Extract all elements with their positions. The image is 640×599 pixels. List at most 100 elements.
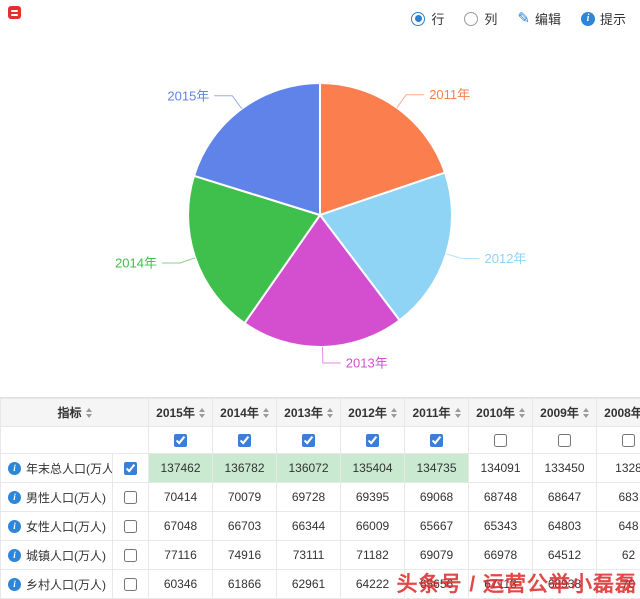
- value-cell: 74916: [212, 540, 278, 570]
- value-cell: 65656: [404, 569, 470, 599]
- pie-label-2013年: 2013年: [346, 356, 388, 371]
- row-label: 年末总人口(万人): [26, 461, 113, 476]
- info-icon[interactable]: i: [8, 461, 21, 475]
- year-header-2010年[interactable]: 2010年: [468, 398, 534, 427]
- col-radio[interactable]: 列: [464, 9, 497, 28]
- year-header-label: 2013年: [284, 406, 323, 420]
- value-cell: 133450: [532, 453, 598, 483]
- edit-button[interactable]: ✎ 编辑: [517, 9, 561, 28]
- year-checkbox-2009年[interactable]: [558, 434, 572, 448]
- row-radio[interactable]: 行: [411, 9, 444, 28]
- year-header-2013年[interactable]: 2013年: [276, 398, 342, 427]
- pie-label-2012年: 2012年: [485, 251, 527, 266]
- value-cell: 73111: [276, 540, 342, 570]
- row-checkbox-城镇人口(万人)[interactable]: [124, 549, 137, 563]
- year-header-label: 2012年: [348, 406, 387, 420]
- year-checkbox-cell-2012年: [340, 426, 406, 454]
- pie-slice-2012年[interactable]: [318, 171, 453, 322]
- row-checkbox-年末总人口(万人)[interactable]: [124, 462, 137, 476]
- year-checkbox-2008年[interactable]: [622, 434, 636, 448]
- info-icon[interactable]: i: [8, 548, 21, 562]
- info-icon[interactable]: i: [8, 490, 21, 504]
- value-cell: 65667: [404, 511, 470, 541]
- year-checkbox-2014年[interactable]: [238, 434, 252, 448]
- row-label: 男性人口(万人): [26, 490, 106, 505]
- value-cell: 683: [596, 482, 640, 512]
- edit-pencil-icon: ✎: [517, 10, 530, 27]
- year-header-label: 2015年: [156, 406, 195, 420]
- row-checkbox-cell: [111, 482, 150, 512]
- row-checkbox-cell: [111, 511, 150, 541]
- year-checkbox-2013年[interactable]: [302, 434, 316, 448]
- sort-icon[interactable]: [582, 407, 589, 418]
- row-label-cell: i 女性人口(万人): [0, 511, 113, 541]
- value-cell: 69079: [404, 540, 470, 570]
- row-checkbox-女性人口(万人)[interactable]: [124, 520, 137, 534]
- row-label-cell: i 城镇人口(万人): [0, 540, 113, 570]
- col-radio-icon: [464, 11, 479, 26]
- pie-slice-2011年[interactable]: [319, 81, 447, 217]
- value-cell: 68748: [468, 482, 534, 512]
- pie-label-2015年: 2015年: [167, 88, 209, 103]
- value-cell: 137462: [148, 453, 214, 483]
- value-cell: 648: [596, 511, 640, 541]
- year-header-2012年[interactable]: 2012年: [340, 398, 406, 427]
- table-header-row: 指标 2015年 2014年 2013年 2012年 2011年 2010年 2009年 200…: [0, 398, 640, 427]
- value-cell: 65343: [468, 511, 534, 541]
- pie-slice-2015年[interactable]: [192, 81, 321, 217]
- sort-icon[interactable]: [326, 407, 333, 418]
- sort-icon[interactable]: [390, 407, 397, 418]
- value-cell: 62: [596, 540, 640, 570]
- year-checkbox-2010年[interactable]: [494, 434, 508, 448]
- sort-icon[interactable]: [85, 407, 92, 418]
- edit-button-label: 编辑: [534, 12, 561, 27]
- row-checkbox-男性人口(万人)[interactable]: [124, 491, 137, 505]
- year-checkbox-2011年[interactable]: [430, 434, 444, 448]
- year-checkbox-2015年[interactable]: [174, 434, 188, 448]
- value-cell: 69068: [404, 482, 470, 512]
- year-header-2009年[interactable]: 2009年: [532, 398, 598, 427]
- row-checkbox-cell: [111, 540, 150, 570]
- info-icon[interactable]: i: [8, 519, 21, 533]
- value-cell: 69395: [340, 482, 406, 512]
- row-checkbox-乡村人口(万人)[interactable]: [124, 578, 137, 592]
- value-cell: 69728: [276, 482, 342, 512]
- year-header-2014年[interactable]: 2014年: [212, 398, 278, 427]
- sort-icon[interactable]: [518, 407, 525, 418]
- pie-slice-2014年[interactable]: [187, 174, 322, 325]
- table-row: i 男性人口(万人) 70414 70079 69728 69395 69068 68748 6…: [0, 482, 640, 512]
- table-row: i 女性人口(万人) 67048 66703 66344 66009 65667 65343 6…: [0, 511, 640, 541]
- value-cell: 70414: [148, 482, 214, 512]
- value-cell: 135404: [340, 453, 406, 483]
- tip-button[interactable]: i 提示: [580, 9, 626, 28]
- year-header-2008年[interactable]: 2008年: [596, 398, 640, 427]
- row-checkbox-cell: [111, 569, 150, 599]
- info-circle-icon: i: [580, 11, 595, 26]
- value-cell: 1328: [596, 453, 640, 483]
- value-cell: 70079: [212, 482, 278, 512]
- year-header-label: 2009年: [540, 406, 579, 420]
- pie-slice-2013年[interactable]: [243, 213, 402, 348]
- year-header-label: 2010年: [476, 406, 515, 420]
- year-checkbox-2012年[interactable]: [366, 434, 380, 448]
- value-cell: 66978: [468, 540, 534, 570]
- indicator-header[interactable]: 指标: [0, 398, 150, 427]
- value-cell: 67113: [468, 569, 534, 599]
- table-row: i 城镇人口(万人) 77116 74916 73111 71182 69079 66978 6…: [0, 540, 640, 570]
- year-checkbox-cell-2013年: [276, 426, 342, 454]
- info-icon[interactable]: i: [8, 577, 21, 591]
- year-checkbox-row: [0, 426, 640, 454]
- year-header-2015年[interactable]: 2015年: [148, 398, 214, 427]
- row-radio-label: 行: [431, 12, 445, 27]
- sort-icon[interactable]: [454, 407, 461, 418]
- row-label: 女性人口(万人): [26, 519, 106, 534]
- row-checkbox-cell: [111, 453, 150, 483]
- value-cell: 64512: [532, 540, 598, 570]
- year-checkbox-cell-2015年: [148, 426, 214, 454]
- row-label-cell: i 乡村人口(万人): [0, 569, 113, 599]
- value-cell: 134735: [404, 453, 470, 483]
- value-cell: 66009: [340, 511, 406, 541]
- year-header-2011年[interactable]: 2011年: [404, 398, 470, 427]
- sort-icon[interactable]: [198, 407, 205, 418]
- sort-icon[interactable]: [262, 407, 269, 418]
